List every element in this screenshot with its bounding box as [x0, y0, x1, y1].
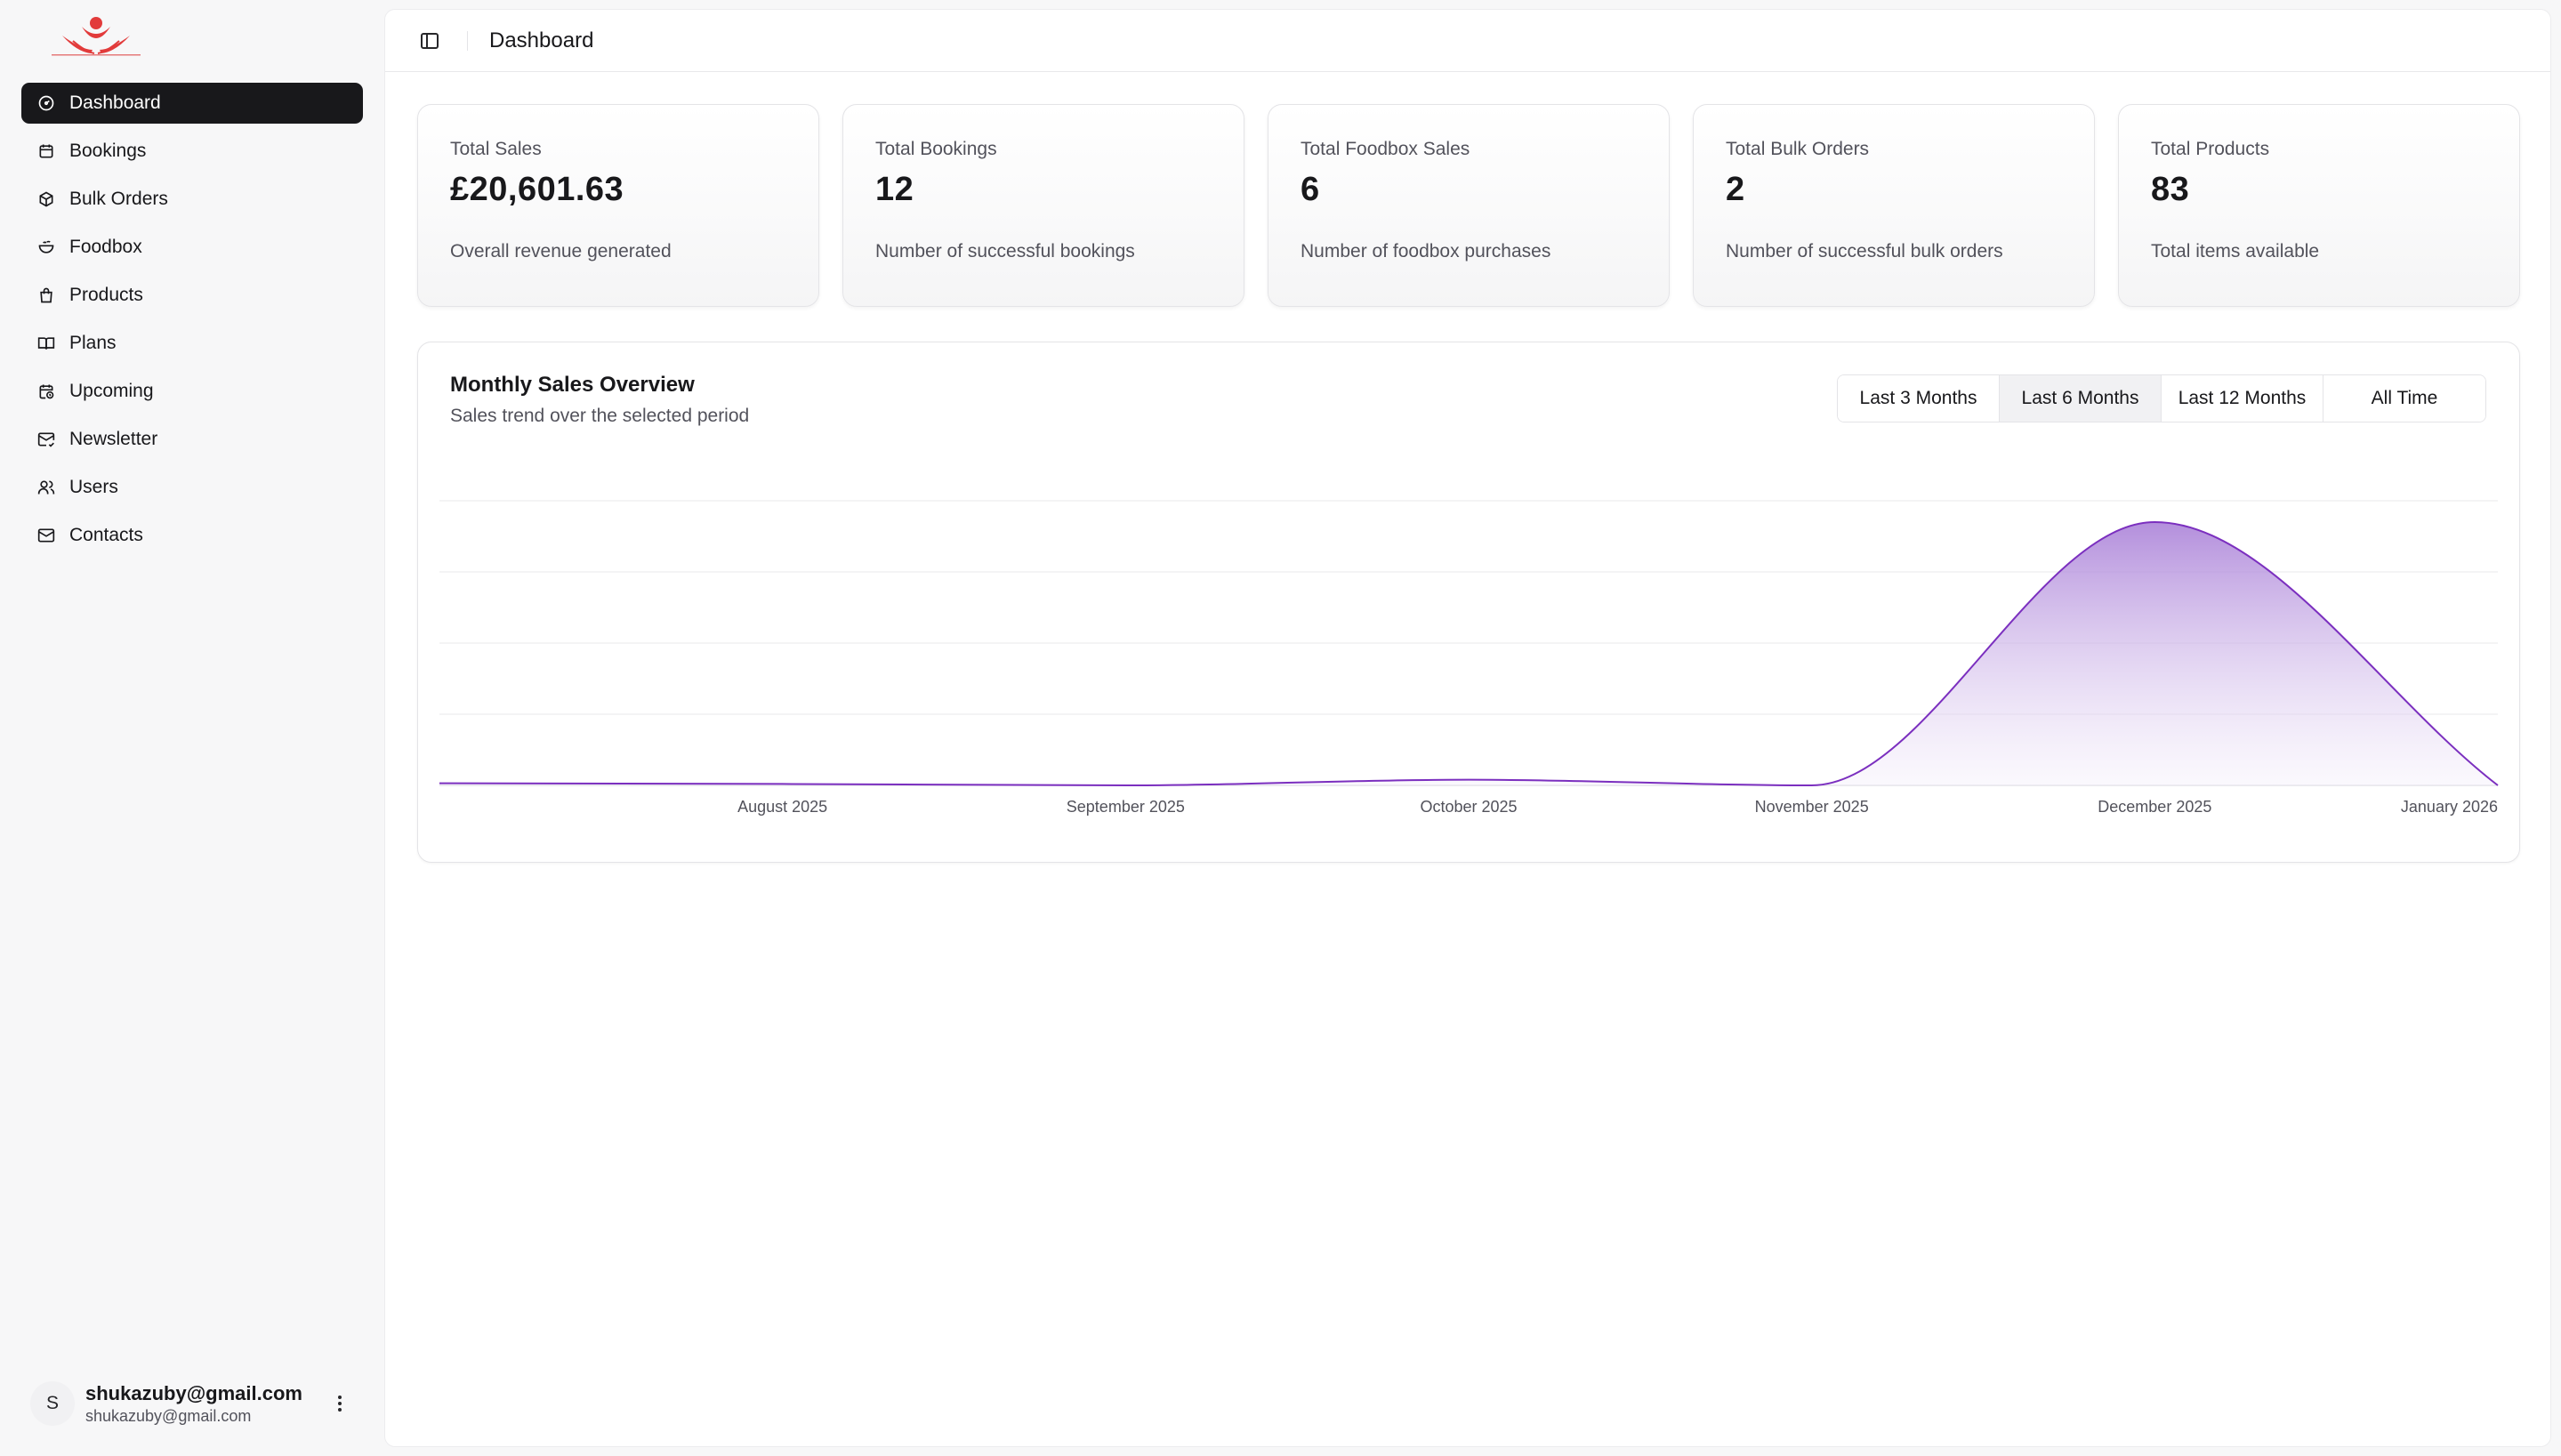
bowl-icon	[37, 238, 55, 256]
mail-icon	[37, 527, 55, 544]
stat-description: Number of successful bookings	[875, 241, 1135, 261]
stat-label: Total Bulk Orders	[1726, 139, 1870, 159]
stat-value: 2	[1726, 171, 1745, 208]
x-tick-label: September 2025	[1067, 798, 1185, 816]
x-tick-label: January 2026	[2401, 798, 2498, 816]
sales-area	[439, 522, 2498, 785]
x-tick-label: November 2025	[1755, 798, 1869, 816]
range-selector: Last 3 Months Last 6 Months Last 12 Mont…	[1837, 374, 2486, 422]
calendar-clock-icon	[37, 382, 55, 400]
stat-card-total-products: Total Products 83 Total items available	[2118, 104, 2520, 307]
range-all-time-button[interactable]: All Time	[2323, 375, 2485, 422]
stat-card-total-bulk-orders: Total Bulk Orders 2 Number of successful…	[1693, 104, 2095, 307]
box-icon	[37, 190, 55, 208]
sidebar-item-label: Plans	[69, 333, 117, 353]
sidebar-item-bulk-orders[interactable]: Bulk Orders	[21, 179, 363, 220]
shopping-bag-icon	[37, 286, 55, 304]
sidebar-item-label: Upcoming	[69, 381, 154, 401]
stat-label: Total Products	[2151, 139, 2270, 159]
stat-value: 12	[875, 171, 914, 208]
sales-line	[439, 520, 2499, 787]
top-bar: Dashboard	[385, 10, 2550, 72]
sidebar: Dashboard Bookings Bulk Orders Foodbox P…	[0, 0, 383, 1456]
range-last-12-months-button[interactable]: Last 12 Months	[2162, 375, 2323, 422]
stats-row: Total Sales £20,601.63 Overall revenue g…	[417, 104, 2520, 307]
sidebar-item-dashboard[interactable]: Dashboard	[21, 83, 363, 124]
sidebar-item-products[interactable]: Products	[21, 275, 363, 316]
stat-description: Number of successful bulk orders	[1726, 241, 2003, 261]
x-tick-label: December 2025	[2098, 798, 2211, 816]
stat-label: Total Bookings	[875, 139, 997, 159]
sidebar-item-foodbox[interactable]: Foodbox	[21, 227, 363, 268]
brand-logo[interactable]	[46, 14, 146, 57]
sidebar-item-bookings[interactable]: Bookings	[21, 131, 363, 172]
main-panel: Dashboard Total Sales £20,601.63 Overall…	[384, 9, 2551, 1447]
users-icon	[37, 479, 55, 496]
x-tick-label: October 2025	[1420, 798, 1517, 816]
stat-label: Total Foodbox Sales	[1301, 139, 1470, 159]
sidebar-item-label: Dashboard	[69, 93, 161, 113]
sidebar-item-label: Contacts	[69, 525, 143, 545]
chart-title: Monthly Sales Overview	[450, 373, 695, 397]
sidebar-item-label: Newsletter	[69, 429, 158, 449]
calendar-icon	[37, 142, 55, 160]
sidebar-item-newsletter[interactable]: Newsletter	[21, 419, 363, 460]
stat-value: £20,601.63	[450, 171, 624, 208]
stat-value: 6	[1301, 171, 1320, 208]
book-open-icon	[37, 334, 55, 352]
monthly-sales-card: August 2025 September 2025 October 2025 Nov…	[417, 342, 2520, 863]
range-last-6-months-button[interactable]: Last 6 Months	[2000, 375, 2162, 422]
sidebar-item-label: Bookings	[69, 141, 147, 161]
stat-description: Total items available	[2151, 241, 2320, 261]
gauge-icon	[37, 94, 55, 112]
page-title: Dashboard	[489, 28, 594, 52]
user-name: shukazuby@gmail.com	[85, 1381, 302, 1404]
stat-card-total-sales: Total Sales £20,601.63 Overall revenue g…	[417, 104, 819, 307]
stat-value: 83	[2151, 171, 2190, 208]
stat-card-total-foodbox-sales: Total Foodbox Sales 6 Number of foodbox …	[1268, 104, 1670, 307]
range-last-3-months-button[interactable]: Last 3 Months	[1838, 375, 2000, 422]
sidebar-nav: Dashboard Bookings Bulk Orders Foodbox P…	[21, 83, 363, 563]
user-info: shukazuby@gmail.com shukazuby@gmail.com	[85, 1382, 302, 1426]
sidebar-item-upcoming[interactable]: Upcoming	[21, 371, 363, 412]
sidebar-item-users[interactable]: Users	[21, 467, 363, 508]
sidebar-item-label: Users	[69, 477, 118, 497]
x-tick-label: August 2025	[737, 798, 827, 816]
sidebar-toggle-icon[interactable]	[419, 30, 440, 52]
sidebar-item-plans[interactable]: Plans	[21, 323, 363, 364]
stat-label: Total Sales	[450, 139, 542, 159]
sidebar-item-contacts[interactable]: Contacts	[21, 515, 363, 556]
user-email: shukazuby@gmail.com	[85, 1406, 252, 1425]
sidebar-item-label: Foodbox	[69, 237, 142, 257]
stat-description: Number of foodbox purchases	[1301, 241, 1551, 261]
stat-card-total-bookings: Total Bookings 12 Number of successful b…	[842, 104, 1244, 307]
stat-description: Overall revenue generated	[450, 241, 672, 261]
divider	[467, 30, 468, 51]
sidebar-item-label: Bulk Orders	[69, 189, 168, 209]
chart-subtitle: Sales trend over the selected period	[450, 406, 750, 426]
sidebar-item-label: Products	[69, 285, 143, 305]
mail-check-icon	[37, 430, 55, 448]
avatar: S	[30, 1381, 75, 1426]
more-options-icon[interactable]	[329, 1391, 350, 1416]
user-profile[interactable]: S shukazuby@gmail.com shukazuby@gmail.co…	[30, 1379, 359, 1428]
